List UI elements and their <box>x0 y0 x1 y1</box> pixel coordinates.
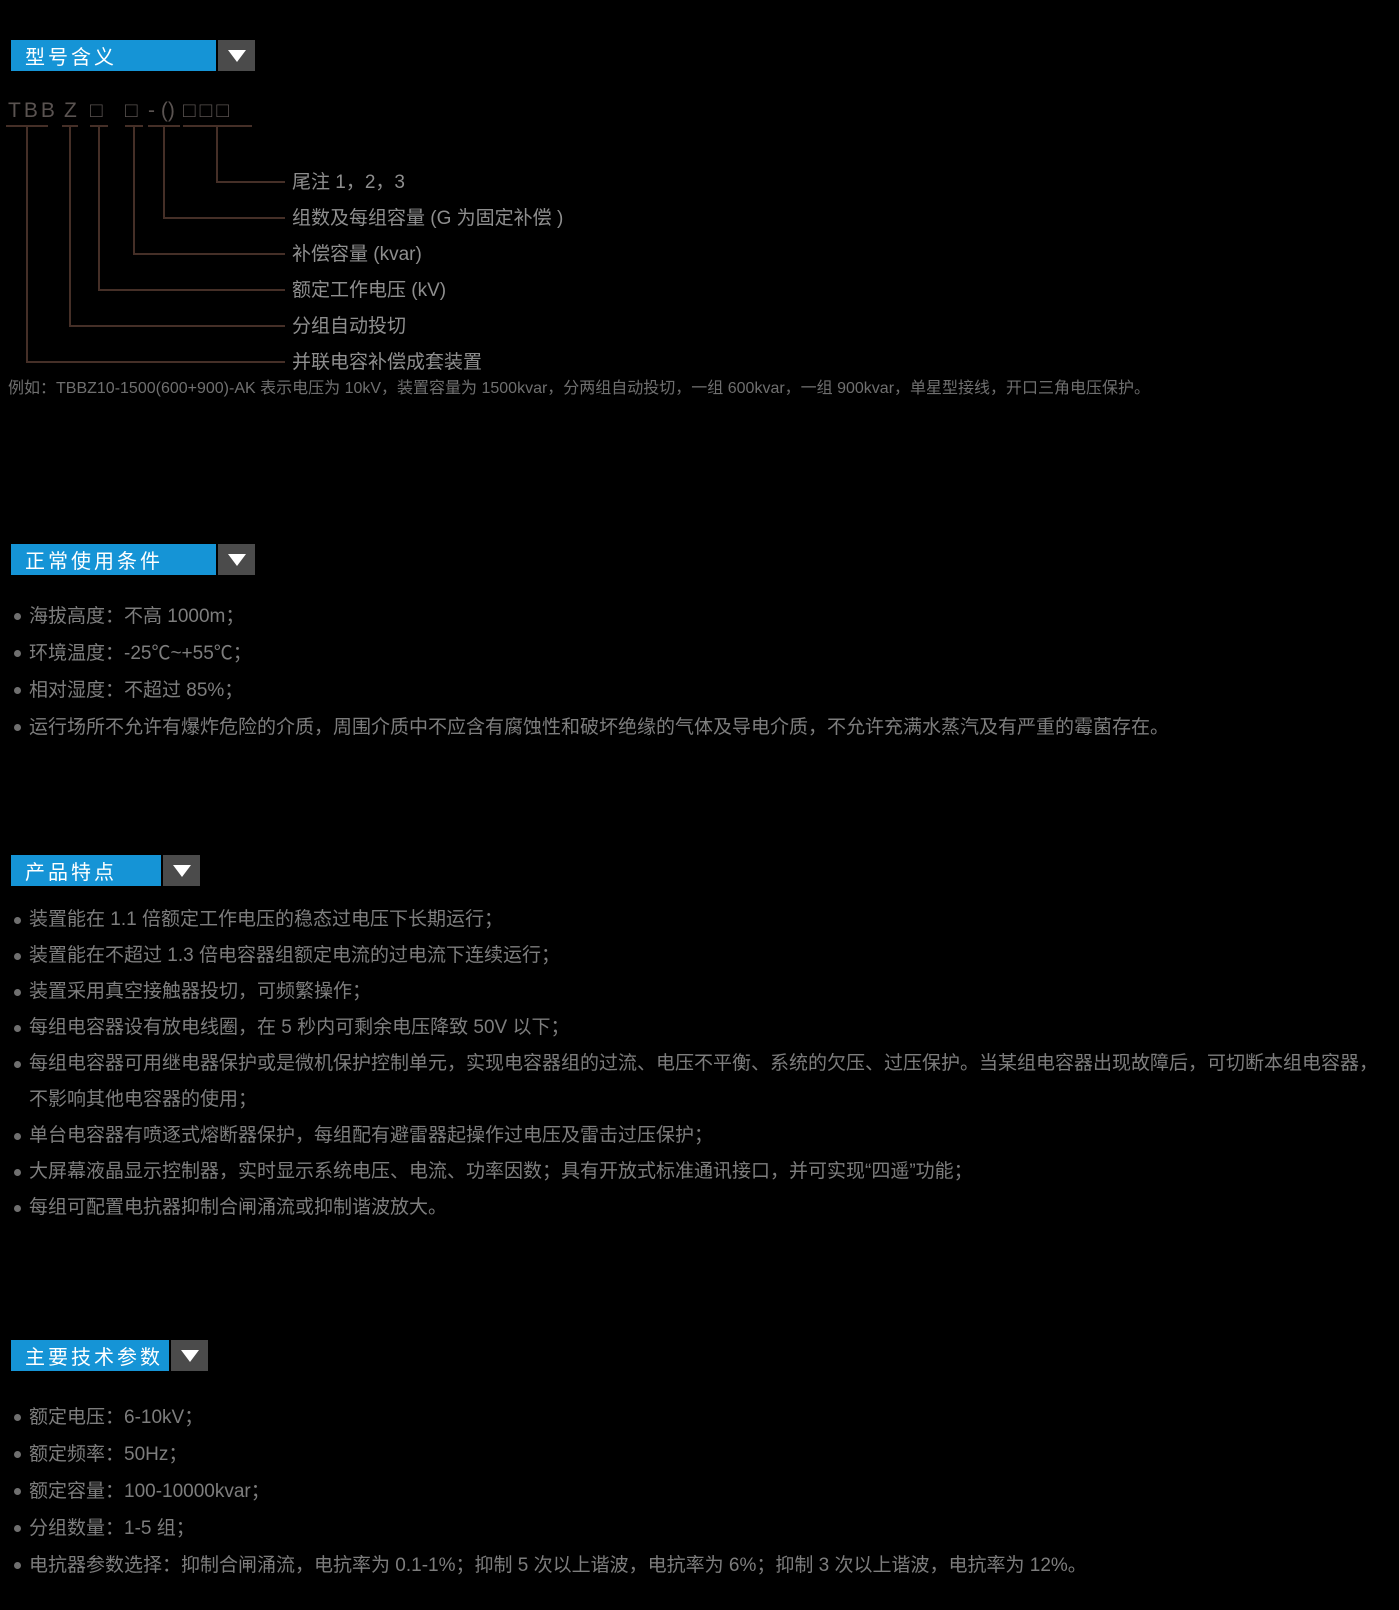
section-collapse-button[interactable] <box>218 544 255 575</box>
triangle-down-icon <box>227 553 246 566</box>
list-item-text: 大屏幕液晶显示控制器，实时显示系统电压、电流、功率因数；具有开放式标准通讯接口，… <box>29 1161 973 1182</box>
bullet-dot-icon <box>14 613 21 620</box>
bullet-dot-icon <box>14 1169 21 1176</box>
list-item: 大屏幕液晶显示控制器，实时显示系统电压、电流、功率因数；具有开放式标准通讯接口，… <box>14 1154 1387 1190</box>
triangle-down-icon <box>172 864 191 877</box>
list-item-text: 装置能在不超过 1.3 倍电容器组额定电流的过电流下连续运行； <box>29 945 560 966</box>
bullet-dot-icon <box>14 1414 21 1421</box>
bullet-dot-icon <box>14 1133 21 1140</box>
bullet-dot-icon <box>14 1488 21 1495</box>
bullet-dot-icon <box>14 1061 21 1068</box>
section-header-usage-conditions: 正常使用条件 <box>11 544 255 575</box>
list-item: 运行场所不允许有爆炸危险的介质，周围介质中不应含有腐蚀性和破坏绝缘的气体及导电介… <box>14 709 1387 746</box>
diagram-connector-lines <box>6 125 285 363</box>
section-title-product-features: 产品特点 <box>11 855 161 886</box>
model-number-diagram: TBB Z □ □ - () □□□ 尾注 1，2，3 组数及每组容量 (G 为… <box>0 95 780 387</box>
section-title-technical-parameters: 主要技术参数 <box>11 1340 169 1371</box>
bullet-dot-icon <box>14 989 21 996</box>
section-collapse-button[interactable] <box>163 855 200 886</box>
section-header-technical-parameters: 主要技术参数 <box>11 1340 208 1371</box>
list-item-text: 每组电容器可用继电器保护或是微机保护控制单元，实现电容器组的过流、电压不平衡、系… <box>29 1053 1379 1110</box>
list-item: 电抗器参数选择：抑制合闸涌流，电抗率为 0.1-1%；抑制 5 次以上谐波，电抗… <box>14 1547 1387 1584</box>
model-part-dash-paren: - () <box>148 99 175 122</box>
section-title-usage-conditions: 正常使用条件 <box>11 544 216 575</box>
list-item-text: 额定频率：50Hz； <box>29 1444 188 1465</box>
list-item: 环境温度：-25℃~+55℃； <box>14 635 1387 672</box>
section-collapse-button[interactable] <box>218 40 255 71</box>
list-item: 额定频率：50Hz； <box>14 1436 1387 1473</box>
list-item-text: 单台电容器有喷逐式熔断器保护，每组配有避雷器起操作过电压及雷击过压保护； <box>29 1125 714 1146</box>
list-item: 额定容量：100-10000kvar； <box>14 1473 1387 1510</box>
list-item-text: 分组数量：1-5 组； <box>29 1518 195 1539</box>
list-item: 额定电压：6-10kV； <box>14 1399 1387 1436</box>
list-item: 单台电容器有喷逐式熔断器保护，每组配有避雷器起操作过电压及雷击过压保护； <box>14 1118 1387 1154</box>
model-example-text: 例如：TBBZ10-1500(600+900)-AK 表示电压为 10kV，装置… <box>8 380 1151 397</box>
diagram-label-voltage: 额定工作电压 (kV) <box>292 280 447 301</box>
list-item: 装置采用真空接触器投切，可频繁操作； <box>14 974 1387 1010</box>
list-item-text: 额定容量：100-10000kvar； <box>29 1481 270 1502</box>
bullet-dot-icon <box>14 1525 21 1532</box>
bullet-dot-icon <box>14 917 21 924</box>
triangle-down-icon <box>227 49 246 62</box>
list-item: 分组数量：1-5 组； <box>14 1510 1387 1547</box>
list-item: 装置能在不超过 1.3 倍电容器组额定电流的过电流下连续运行； <box>14 938 1387 974</box>
model-part-box-2: □ <box>125 99 138 122</box>
diagram-label-capacity: 补偿容量 (kvar) <box>292 244 422 265</box>
bullet-dot-icon <box>14 650 21 657</box>
list-item: 每组电容器可用继电器保护或是微机保护控制单元，实现电容器组的过流、电压不平衡、系… <box>14 1046 1387 1118</box>
list-item: 相对湿度：不超过 85%； <box>14 672 1387 709</box>
list-item-text: 环境温度：-25℃~+55℃； <box>29 643 252 664</box>
list-item: 海拔高度：不高 1000m； <box>14 598 1387 635</box>
list-item: 每组电容器设有放电线圈，在 5 秒内可剩余电压降致 50V 以下； <box>14 1010 1387 1046</box>
list-item-text: 相对湿度：不超过 85%； <box>29 680 244 701</box>
triangle-down-icon <box>180 1349 199 1362</box>
model-part-z: Z <box>64 99 77 122</box>
list-item-text: 电抗器参数选择：抑制合闸涌流，电抗率为 0.1-1%；抑制 5 次以上谐波，电抗… <box>29 1555 1087 1576</box>
list-item-text: 每组电容器设有放电线圈，在 5 秒内可剩余电压降致 50V 以下； <box>29 1017 570 1038</box>
list-item-text: 运行场所不允许有爆炸危险的介质，周围介质中不应含有腐蚀性和破坏绝缘的气体及导电介… <box>29 717 1170 738</box>
bullet-dot-icon <box>14 1451 21 1458</box>
list-item-text: 装置能在 1.1 倍额定工作电压的稳态过电压下长期运行； <box>29 909 503 930</box>
list-item-text: 每组可配置电抗器抑制合闸涌流或抑制谐波放大。 <box>29 1197 448 1218</box>
section-header-model-meaning: 型号含义 <box>11 40 255 71</box>
section-header-product-features: 产品特点 <box>11 855 200 886</box>
model-part-series: TBB <box>8 99 58 122</box>
list-item-text: 装置采用真空接触器投切，可频繁操作； <box>29 981 372 1002</box>
usage-conditions-list: 海拔高度：不高 1000m； 环境温度：-25℃~+55℃； 相对湿度：不超过 … <box>14 598 1387 746</box>
list-item: 每组可配置电抗器抑制合闸涌流或抑制谐波放大。 <box>14 1190 1387 1226</box>
list-item-text: 额定电压：6-10kV； <box>29 1407 204 1428</box>
model-part-box-1: □ <box>90 99 103 122</box>
technical-parameters-list: 额定电压：6-10kV； 额定频率：50Hz； 额定容量：100-10000kv… <box>14 1399 1387 1584</box>
bullet-dot-icon <box>14 953 21 960</box>
product-features-list: 装置能在 1.1 倍额定工作电压的稳态过电压下长期运行； 装置能在不超过 1.3… <box>14 902 1387 1226</box>
bullet-dot-icon <box>14 724 21 731</box>
diagram-label-groups: 组数及每组容量 (G 为固定补偿 ) <box>292 208 564 229</box>
bullet-dot-icon <box>14 1562 21 1569</box>
bullet-dot-icon <box>14 1025 21 1032</box>
bullet-dot-icon <box>14 1205 21 1212</box>
diagram-label-auto-switch: 分组自动投切 <box>292 316 407 337</box>
diagram-label-device-type: 并联电容补偿成套装置 <box>292 352 483 373</box>
model-part-box-3: □□□ <box>183 99 234 122</box>
list-item: 装置能在 1.1 倍额定工作电压的稳态过电压下长期运行； <box>14 902 1387 938</box>
bullet-dot-icon <box>14 687 21 694</box>
section-collapse-button[interactable] <box>171 1340 208 1371</box>
diagram-label-suffix: 尾注 1，2，3 <box>292 172 405 193</box>
list-item-text: 海拔高度：不高 1000m； <box>29 606 245 627</box>
section-title-model-meaning: 型号含义 <box>11 40 216 71</box>
